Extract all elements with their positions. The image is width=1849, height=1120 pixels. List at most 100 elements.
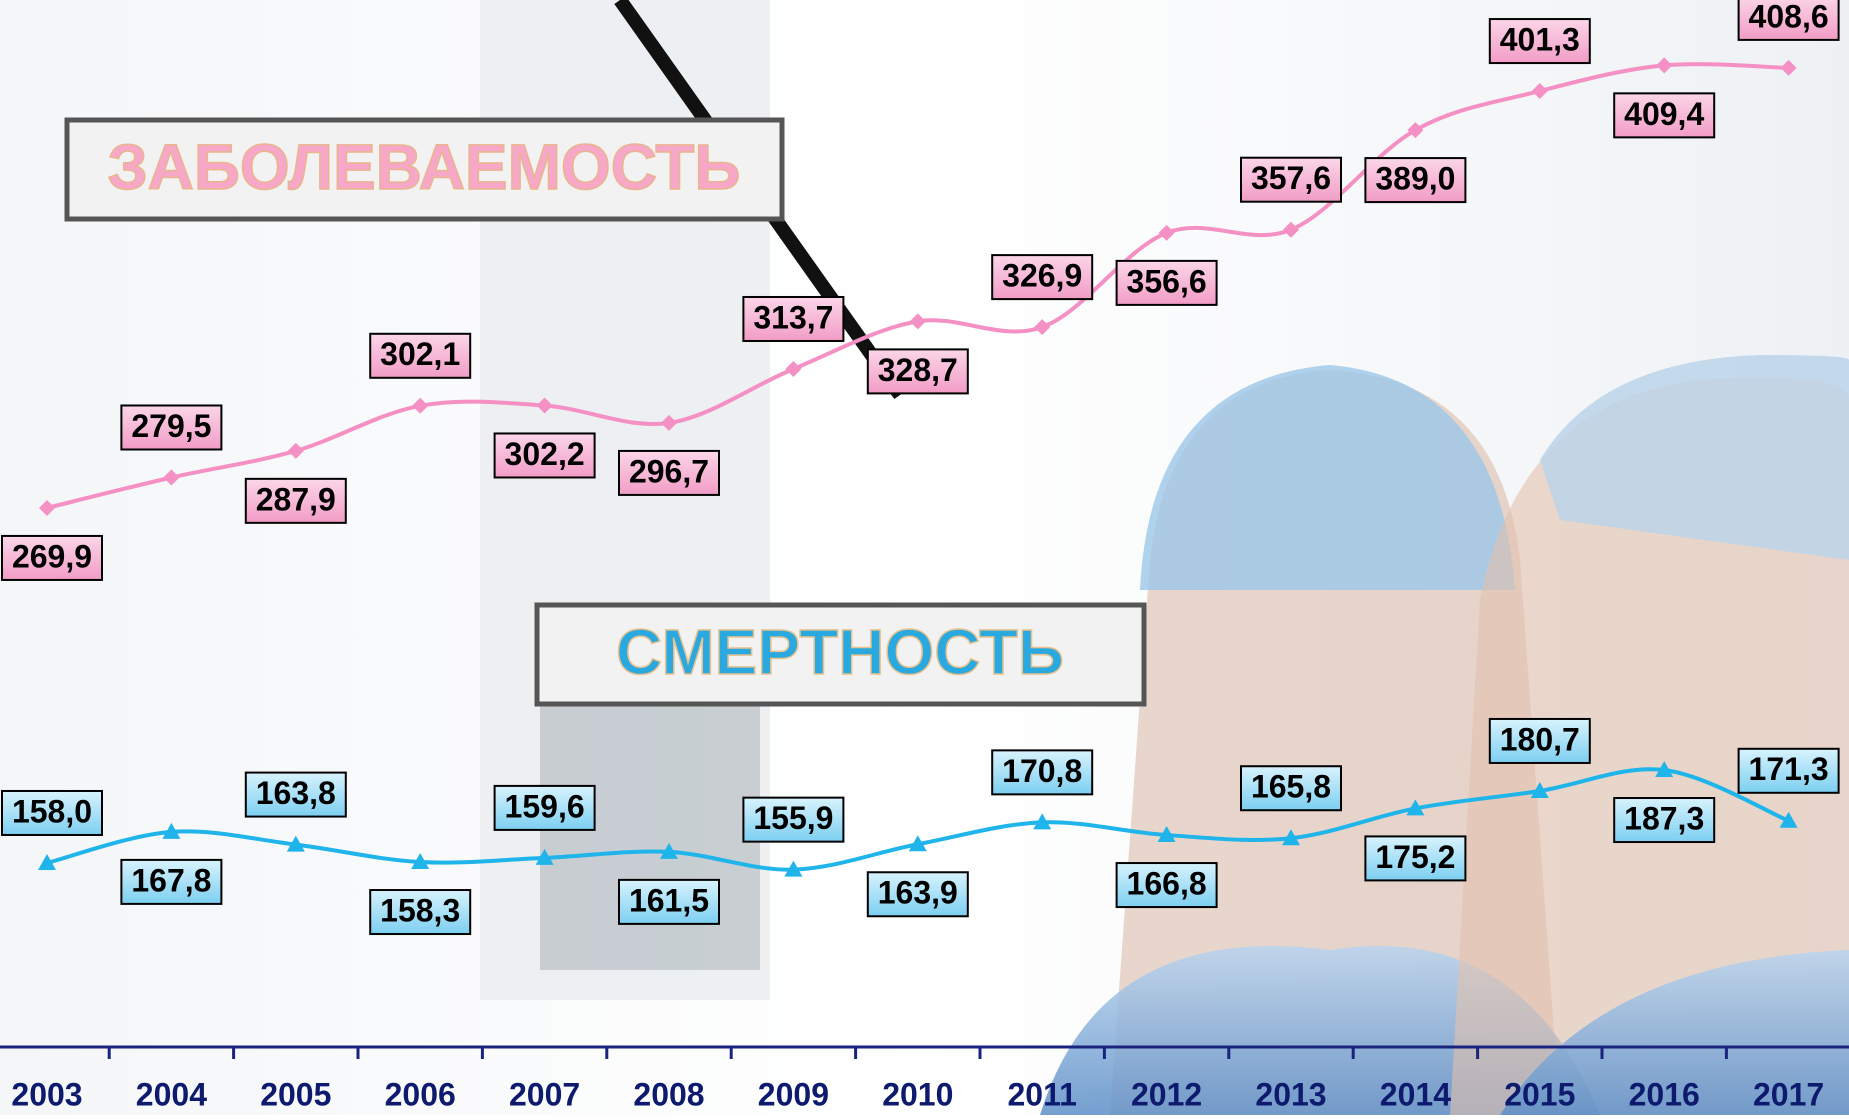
marker xyxy=(1780,59,1797,76)
value-label-text: 326,9 xyxy=(1002,258,1082,294)
x-tick-label: 2015 xyxy=(1504,1076,1575,1112)
value-label-box xyxy=(1240,765,1342,812)
value-label-box xyxy=(1,534,103,581)
value-label: 326,9 xyxy=(991,254,1094,301)
value-label: 180,7 xyxy=(1488,717,1591,764)
value-label: 269,9 xyxy=(1,534,103,581)
value-label-text: 165,8 xyxy=(1251,769,1331,805)
marker xyxy=(411,853,430,870)
value-label: 389,0 xyxy=(1364,157,1467,204)
value-label-text: 409,4 xyxy=(1624,96,1704,132)
marker xyxy=(1406,799,1425,816)
value-label-text: 408,6 xyxy=(1749,0,1829,34)
value-label-text: 302,1 xyxy=(380,336,460,372)
marker xyxy=(1034,319,1051,336)
value-label-box xyxy=(1737,0,1840,41)
value-label-box xyxy=(1,789,103,836)
legend-zabolevaemost: ЗАБОЛЕВАЕМОСТЬ xyxy=(64,117,785,222)
value-label-box xyxy=(742,796,845,843)
value-label: 163,8 xyxy=(244,771,347,818)
value-label-text: 170,8 xyxy=(1002,753,1082,789)
value-label: 163,9 xyxy=(866,871,969,918)
value-label-box xyxy=(120,858,223,905)
marker xyxy=(1531,83,1548,100)
value-label: 167,8 xyxy=(120,858,223,905)
marker xyxy=(1656,57,1673,74)
value-label-text: 279,5 xyxy=(131,408,211,444)
value-label-text: 158,3 xyxy=(380,892,460,928)
value-label: 328,7 xyxy=(866,348,969,395)
x-tick-label: 2009 xyxy=(758,1076,829,1112)
value-label-text: 163,8 xyxy=(256,775,336,811)
value-label-box xyxy=(1613,92,1716,139)
value-label: 408,6 xyxy=(1737,0,1840,41)
value-label-text: 180,7 xyxy=(1500,721,1580,757)
value-label-text: 167,8 xyxy=(131,862,211,898)
x-tick-label: 2017 xyxy=(1753,1076,1824,1112)
value-label: 175,2 xyxy=(1364,835,1467,882)
value-label: 302,1 xyxy=(369,332,472,379)
marker xyxy=(909,313,926,330)
value-label-text: 328,7 xyxy=(878,352,958,388)
value-label-text: 269,9 xyxy=(12,538,92,574)
value-label-text: 187,3 xyxy=(1624,800,1704,836)
value-label: 171,3 xyxy=(1737,747,1840,794)
value-label-box xyxy=(866,348,969,395)
marker xyxy=(286,835,305,852)
value-label-text: 302,2 xyxy=(505,436,585,472)
value-label-box xyxy=(1737,747,1840,794)
value-label-box xyxy=(1364,157,1467,204)
marker xyxy=(535,848,554,865)
value-label-box xyxy=(991,749,1094,796)
value-label-text: 155,9 xyxy=(753,800,833,836)
marker xyxy=(785,360,802,377)
marker xyxy=(163,469,180,486)
value-label-text: 159,6 xyxy=(505,788,585,824)
value-label-box xyxy=(493,784,596,831)
x-tick-label: 2004 xyxy=(136,1076,207,1112)
value-label: 357,6 xyxy=(1240,156,1342,203)
x-tick-label: 2008 xyxy=(633,1076,704,1112)
value-label-text: 175,2 xyxy=(1375,839,1455,875)
marker xyxy=(38,853,56,870)
value-label-box xyxy=(1613,797,1716,844)
value-label: 279,5 xyxy=(120,404,223,451)
value-label-box xyxy=(1115,862,1218,909)
value-label: 187,3 xyxy=(1613,797,1716,844)
marker xyxy=(162,822,181,839)
x-tick-label: 2006 xyxy=(385,1076,456,1112)
value-label: 401,3 xyxy=(1488,18,1591,65)
marker xyxy=(1033,813,1052,830)
value-label-text: 287,9 xyxy=(256,481,336,517)
marker xyxy=(660,842,678,859)
x-tick-label: 2011 xyxy=(1007,1076,1076,1112)
value-label-box xyxy=(1115,259,1218,306)
marker xyxy=(412,397,429,414)
value-label-box xyxy=(618,878,720,925)
value-label-text: 158,0 xyxy=(12,793,92,829)
marker xyxy=(1157,826,1176,843)
marker xyxy=(784,860,803,877)
value-label-text: 356,6 xyxy=(1127,263,1207,299)
marker xyxy=(536,397,553,414)
marker xyxy=(908,835,927,852)
x-tick-label: 2012 xyxy=(1131,1076,1202,1112)
marker xyxy=(287,442,304,459)
value-label-box xyxy=(244,771,347,818)
value-label: 166,8 xyxy=(1115,862,1218,909)
marker xyxy=(1779,811,1798,828)
marker xyxy=(1158,224,1175,241)
value-label-text: 313,7 xyxy=(753,299,833,335)
legend-smertnost: СМЕРТНОСТЬ xyxy=(534,602,1147,707)
legend-label: ЗАБОЛЕВАЕМОСТЬ xyxy=(108,131,741,203)
value-label-text: 166,8 xyxy=(1127,866,1207,902)
value-label: 159,6 xyxy=(493,784,596,831)
value-label: 409,4 xyxy=(1613,92,1716,139)
value-label: 287,9 xyxy=(244,477,347,524)
value-label-box xyxy=(369,332,472,379)
x-tick-label: 2016 xyxy=(1629,1076,1700,1112)
value-label: 296,7 xyxy=(618,449,720,496)
value-label-box xyxy=(618,449,720,496)
value-label-text: 163,9 xyxy=(878,875,958,911)
